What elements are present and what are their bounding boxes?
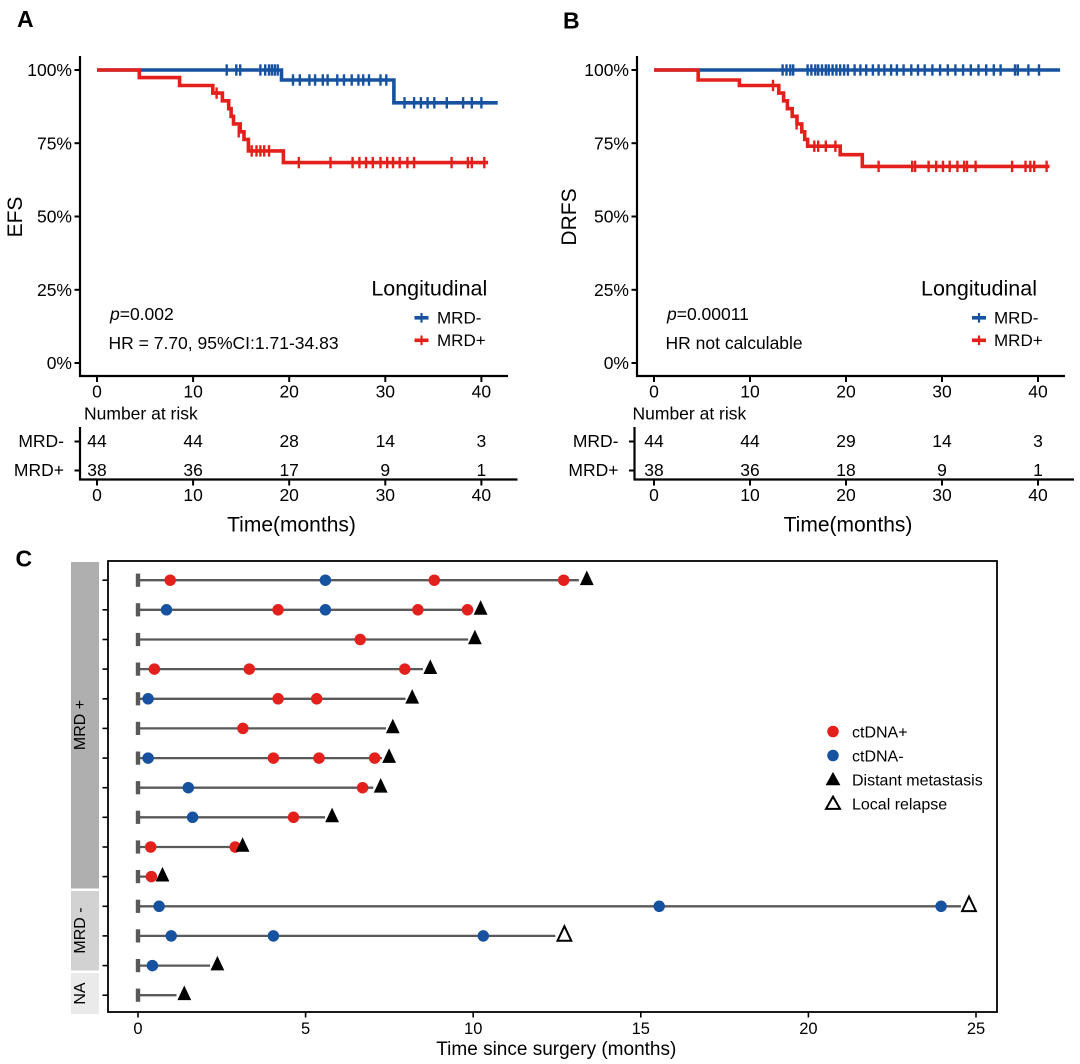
svg-text:EFS: EFS	[4, 197, 27, 238]
svg-text:ctDNA+: ctDNA+	[852, 724, 908, 741]
svg-text:0: 0	[92, 382, 102, 402]
svg-text:Time(months): Time(months)	[227, 514, 356, 537]
svg-text:MRD-: MRD-	[994, 309, 1038, 328]
svg-text:10: 10	[183, 382, 203, 402]
svg-text:5: 5	[301, 1020, 310, 1038]
svg-text:Distant metastasis: Distant metastasis	[852, 772, 983, 789]
svg-text:30: 30	[932, 382, 952, 402]
svg-text:20: 20	[836, 485, 856, 505]
svg-text:20: 20	[836, 382, 856, 402]
svg-text:Time since surgery (months): Time since surgery (months)	[436, 1039, 676, 1060]
svg-text:HR = 7.70, 95%CI:1.71-34.83: HR = 7.70, 95%CI:1.71-34.83	[109, 333, 339, 353]
svg-text:C: C	[16, 546, 33, 572]
svg-text:MRD+: MRD+	[437, 331, 486, 350]
svg-text:3: 3	[477, 431, 487, 451]
svg-text:30: 30	[376, 485, 396, 505]
svg-text:NA: NA	[72, 982, 89, 1005]
svg-text:0: 0	[133, 1020, 142, 1038]
svg-text:36: 36	[740, 460, 759, 480]
svg-text:10: 10	[740, 485, 760, 505]
svg-text:10: 10	[464, 1020, 482, 1038]
svg-text:44: 44	[183, 431, 203, 451]
svg-text:40: 40	[472, 485, 492, 505]
svg-text:9: 9	[380, 460, 390, 480]
svg-text:20: 20	[799, 1020, 817, 1038]
svg-text:ctDNA-: ctDNA-	[852, 748, 904, 765]
svg-text:20: 20	[279, 382, 299, 402]
svg-text:0: 0	[92, 485, 102, 505]
svg-text:MRD+: MRD+	[568, 460, 618, 480]
svg-text:MRD +: MRD +	[72, 700, 89, 750]
svg-text:75%: 75%	[594, 133, 629, 153]
svg-text:40: 40	[472, 382, 492, 402]
svg-text:14: 14	[932, 431, 952, 451]
svg-text:50%: 50%	[594, 207, 629, 227]
svg-text:MRD-: MRD-	[18, 431, 64, 451]
svg-text:p=0.00011: p=0.00011	[666, 304, 749, 324]
svg-text:25: 25	[967, 1020, 985, 1038]
svg-text:MRD+: MRD+	[14, 460, 64, 480]
svg-text:75%: 75%	[37, 133, 72, 153]
svg-text:18: 18	[836, 460, 855, 480]
svg-text:15: 15	[632, 1020, 650, 1038]
svg-text:40: 40	[1028, 485, 1048, 505]
svg-text:10: 10	[183, 485, 203, 505]
svg-text:20: 20	[279, 485, 299, 505]
svg-text:44: 44	[644, 431, 664, 451]
svg-text:38: 38	[644, 460, 663, 480]
svg-text:MRD -: MRD -	[72, 907, 89, 953]
svg-text:44: 44	[740, 431, 760, 451]
svg-text:Longitudinal: Longitudinal	[921, 277, 1037, 301]
svg-text:10: 10	[740, 382, 760, 402]
svg-text:40: 40	[1028, 382, 1048, 402]
svg-text:Number at risk: Number at risk	[633, 404, 747, 424]
svg-text:100%: 100%	[27, 60, 72, 80]
svg-text:0%: 0%	[47, 353, 72, 373]
svg-text:Local relapse: Local relapse	[852, 796, 947, 813]
svg-text:MRD-: MRD-	[437, 309, 481, 328]
svg-text:44: 44	[87, 431, 107, 451]
svg-text:B: B	[563, 8, 580, 34]
svg-text:0: 0	[649, 485, 659, 505]
svg-text:50%: 50%	[37, 207, 72, 227]
svg-text:36: 36	[183, 460, 202, 480]
svg-text:MRD+: MRD+	[994, 331, 1043, 350]
svg-text:25%: 25%	[594, 280, 629, 300]
svg-text:30: 30	[376, 382, 396, 402]
svg-text:29: 29	[836, 431, 855, 451]
svg-text:p=0.002: p=0.002	[109, 304, 174, 324]
svg-text:HR not calculable: HR not calculable	[666, 333, 803, 353]
svg-text:17: 17	[279, 460, 298, 480]
svg-text:Longitudinal: Longitudinal	[371, 277, 487, 301]
svg-text:30: 30	[932, 485, 952, 505]
svg-text:38: 38	[87, 460, 106, 480]
svg-text:100%: 100%	[584, 60, 629, 80]
svg-text:3: 3	[1033, 431, 1043, 451]
svg-text:DRFS: DRFS	[558, 188, 581, 245]
svg-text:28: 28	[279, 431, 298, 451]
svg-text:Time(months): Time(months)	[784, 514, 913, 537]
svg-text:25%: 25%	[37, 280, 72, 300]
svg-text:9: 9	[937, 460, 947, 480]
svg-text:Number at risk: Number at risk	[84, 404, 198, 424]
svg-text:1: 1	[1033, 460, 1043, 480]
svg-text:1: 1	[477, 460, 487, 480]
svg-text:0%: 0%	[604, 353, 629, 373]
svg-text:0: 0	[649, 382, 659, 402]
svg-text:MRD-: MRD-	[573, 431, 619, 451]
svg-text:A: A	[17, 6, 34, 32]
svg-text:14: 14	[376, 431, 396, 451]
